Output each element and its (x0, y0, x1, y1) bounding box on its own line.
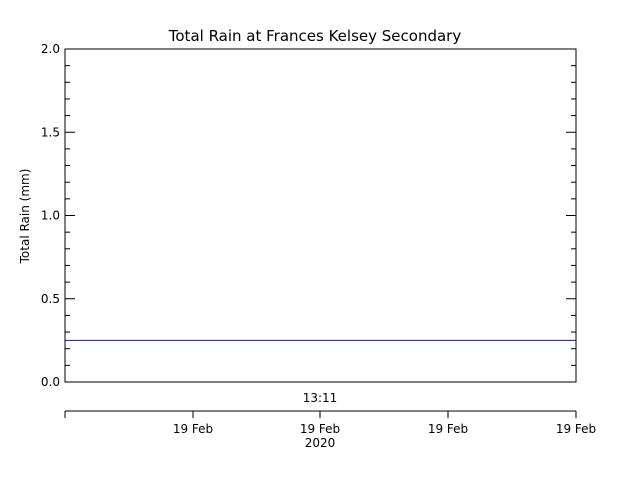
x-tick-label: 19 Feb (556, 422, 596, 436)
y-axis-label: Total Rain (mm) (18, 169, 32, 265)
y-tick-label: 1.5 (41, 125, 60, 139)
y-tick-label: 0.0 (41, 375, 60, 389)
x-tick-label: 19 Feb (428, 422, 468, 436)
y-axis-ticks: 0.0 0.5 1.0 1.5 2.0 (41, 42, 576, 389)
y-tick-label: 2.0 (41, 42, 60, 56)
chart-title: Total Rain at Frances Kelsey Secondary (168, 27, 462, 45)
y-tick-label: 0.5 (41, 292, 60, 306)
x-axis-ticks: 19 Feb 19 Feb 19 Feb 19 Feb (64, 411, 596, 436)
x-tick-label: 19 Feb (300, 422, 340, 436)
x-axis-year-label: 2020 (305, 436, 336, 450)
y-tick-label: 1.0 (41, 209, 60, 223)
plot-frame (64, 48, 577, 383)
x-time-label: 13:11 (303, 391, 338, 405)
x-tick-label: 19 Feb (173, 422, 213, 436)
